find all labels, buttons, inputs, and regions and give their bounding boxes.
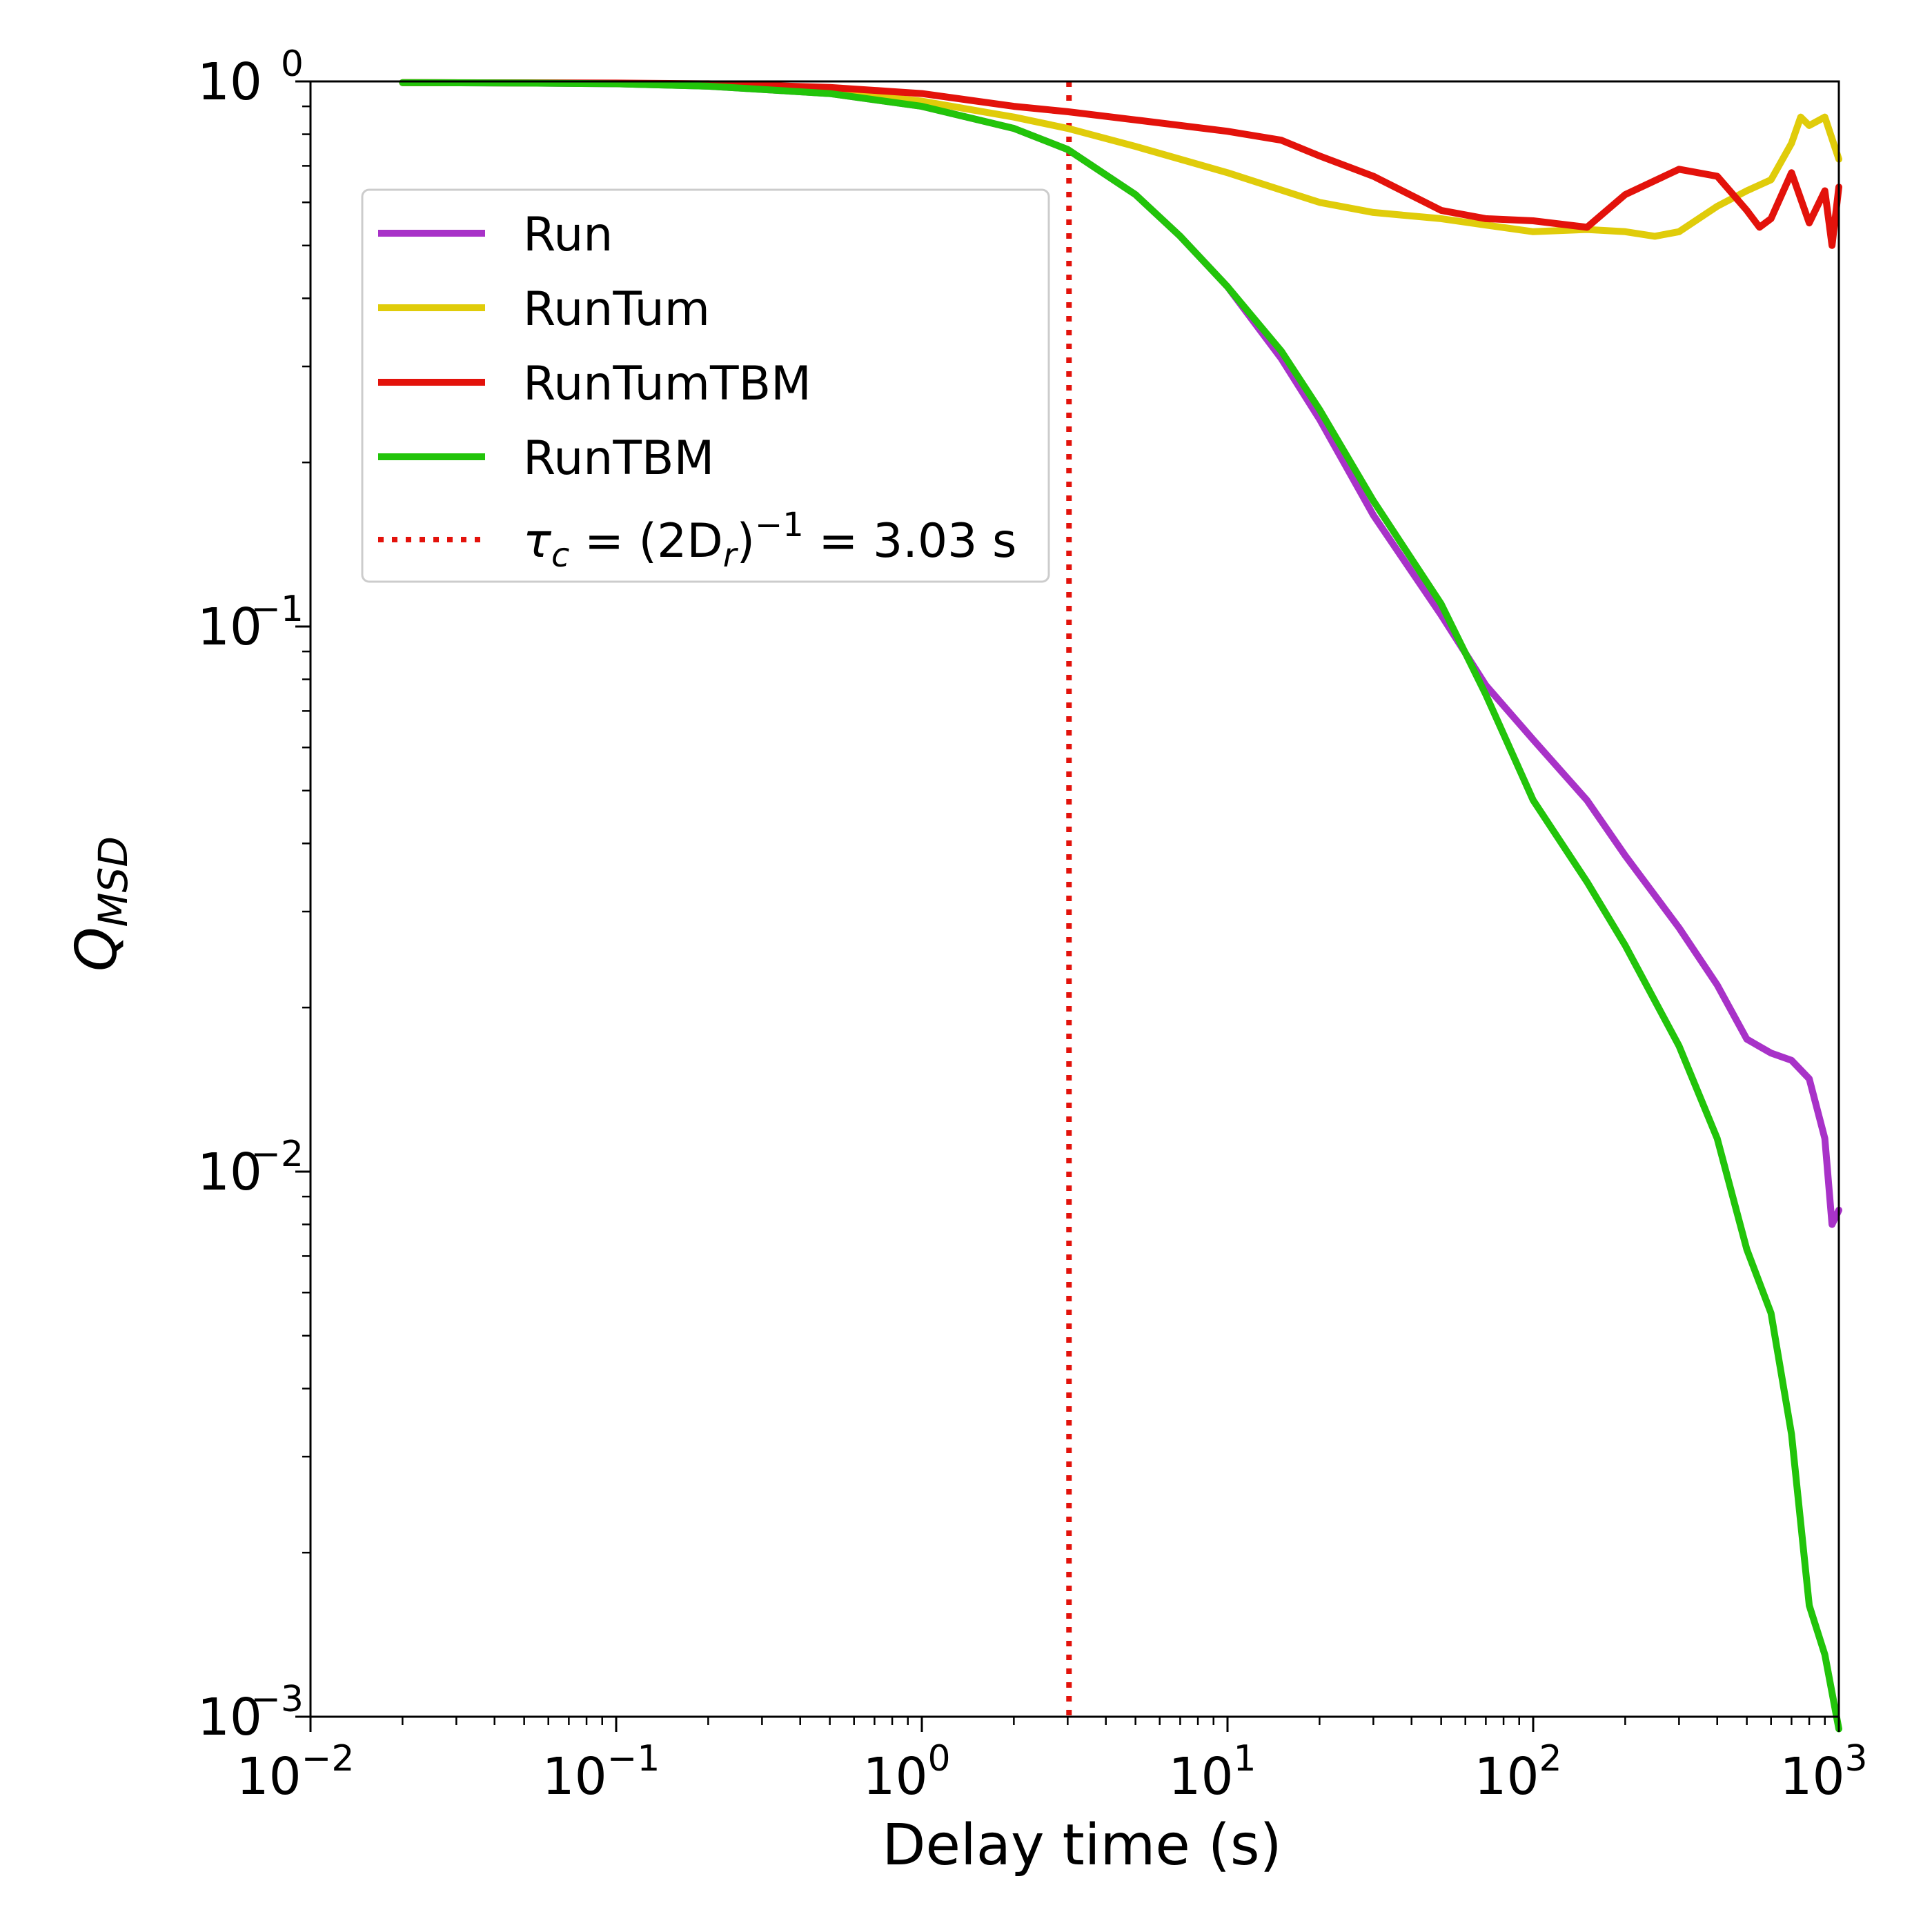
x-tick-label: 100 — [862, 1738, 950, 1806]
y-tick-label-exponent: −1 — [250, 589, 304, 630]
x-tick-label: 10−1 — [542, 1738, 660, 1806]
plot-lines — [399, 79, 1842, 1733]
y-tick-label-exponent: −3 — [250, 1679, 304, 1720]
y-tick-label-base: 10 — [197, 52, 262, 112]
legend-box — [361, 188, 1050, 583]
x-tick-label-base: 10 — [542, 1747, 607, 1806]
x-tick-label-exponent: −2 — [302, 1738, 355, 1780]
y-axis-label-main: Q — [64, 927, 130, 972]
x-tick-label-base: 10 — [237, 1747, 302, 1806]
legend-label-run: Run — [523, 208, 613, 262]
x-tick-label-base: 10 — [1474, 1747, 1539, 1806]
x-tick-label: 10−2 — [237, 1738, 355, 1806]
y-tick-label-base: 10 — [197, 598, 262, 657]
legend-label-runtumtbm: RunTumTBM — [523, 357, 811, 411]
y-axis-label: QMSD — [64, 836, 137, 972]
x-tick-label-exponent: 3 — [1845, 1738, 1868, 1780]
legend-label-tau-c: τc = (2Dr)−1 = 3.03 s — [523, 506, 1016, 575]
x-tick-label-exponent: −1 — [607, 1738, 660, 1780]
y-tick-label: 10−1 — [197, 589, 304, 657]
x-tick-label-exponent: 0 — [928, 1738, 951, 1780]
y-tick-label: 10−3 — [197, 1679, 304, 1747]
y-tick-label-base: 10 — [197, 1688, 262, 1747]
x-axis-label: Delay time (s) — [882, 1813, 1281, 1878]
y-tick-label: 10−2 — [197, 1134, 304, 1202]
x-tick-label: 102 — [1474, 1738, 1561, 1806]
x-tick-label-base: 10 — [1780, 1747, 1844, 1806]
x-tick-label: 103 — [1780, 1738, 1867, 1806]
y-tick-label-exponent: 0 — [281, 43, 304, 85]
y-tick-label-base: 10 — [197, 1143, 262, 1202]
y-axis-label-subscript: MSD — [90, 836, 137, 927]
y-tick-label-exponent: −2 — [250, 1134, 304, 1175]
x-tick-label-exponent: 1 — [1234, 1738, 1256, 1780]
major-ticks — [295, 80, 1840, 1732]
y-tick-label: 10 0 — [197, 43, 304, 112]
series-line-runtumtbm — [399, 79, 1842, 249]
legend: Run RunTum RunTumTBM RunTBM τc = (2Dr)−1 = 3… — [361, 188, 1050, 583]
y-tick-labels: 10−310−210−110 0 — [197, 43, 304, 1747]
series-line-runtbm — [399, 79, 1842, 1733]
x-tick-label-base: 10 — [1168, 1747, 1233, 1806]
x-tick-label-base: 10 — [862, 1747, 927, 1806]
minor-ticks — [302, 105, 1826, 1725]
plot-frame — [309, 80, 1840, 1718]
x-tick-label-exponent: 2 — [1539, 1738, 1562, 1780]
legend-label-runtum: RunTum — [523, 282, 710, 337]
x-tick-label: 101 — [1168, 1738, 1256, 1806]
legend-label-runtbm: RunTBM — [523, 431, 714, 486]
x-tick-labels: 10−2 10−1 100 101 102 103 — [237, 1738, 1868, 1806]
legend-entries: Run RunTum RunTumTBM RunTBM τc = (2Dr)−1 = 3… — [378, 208, 1016, 575]
